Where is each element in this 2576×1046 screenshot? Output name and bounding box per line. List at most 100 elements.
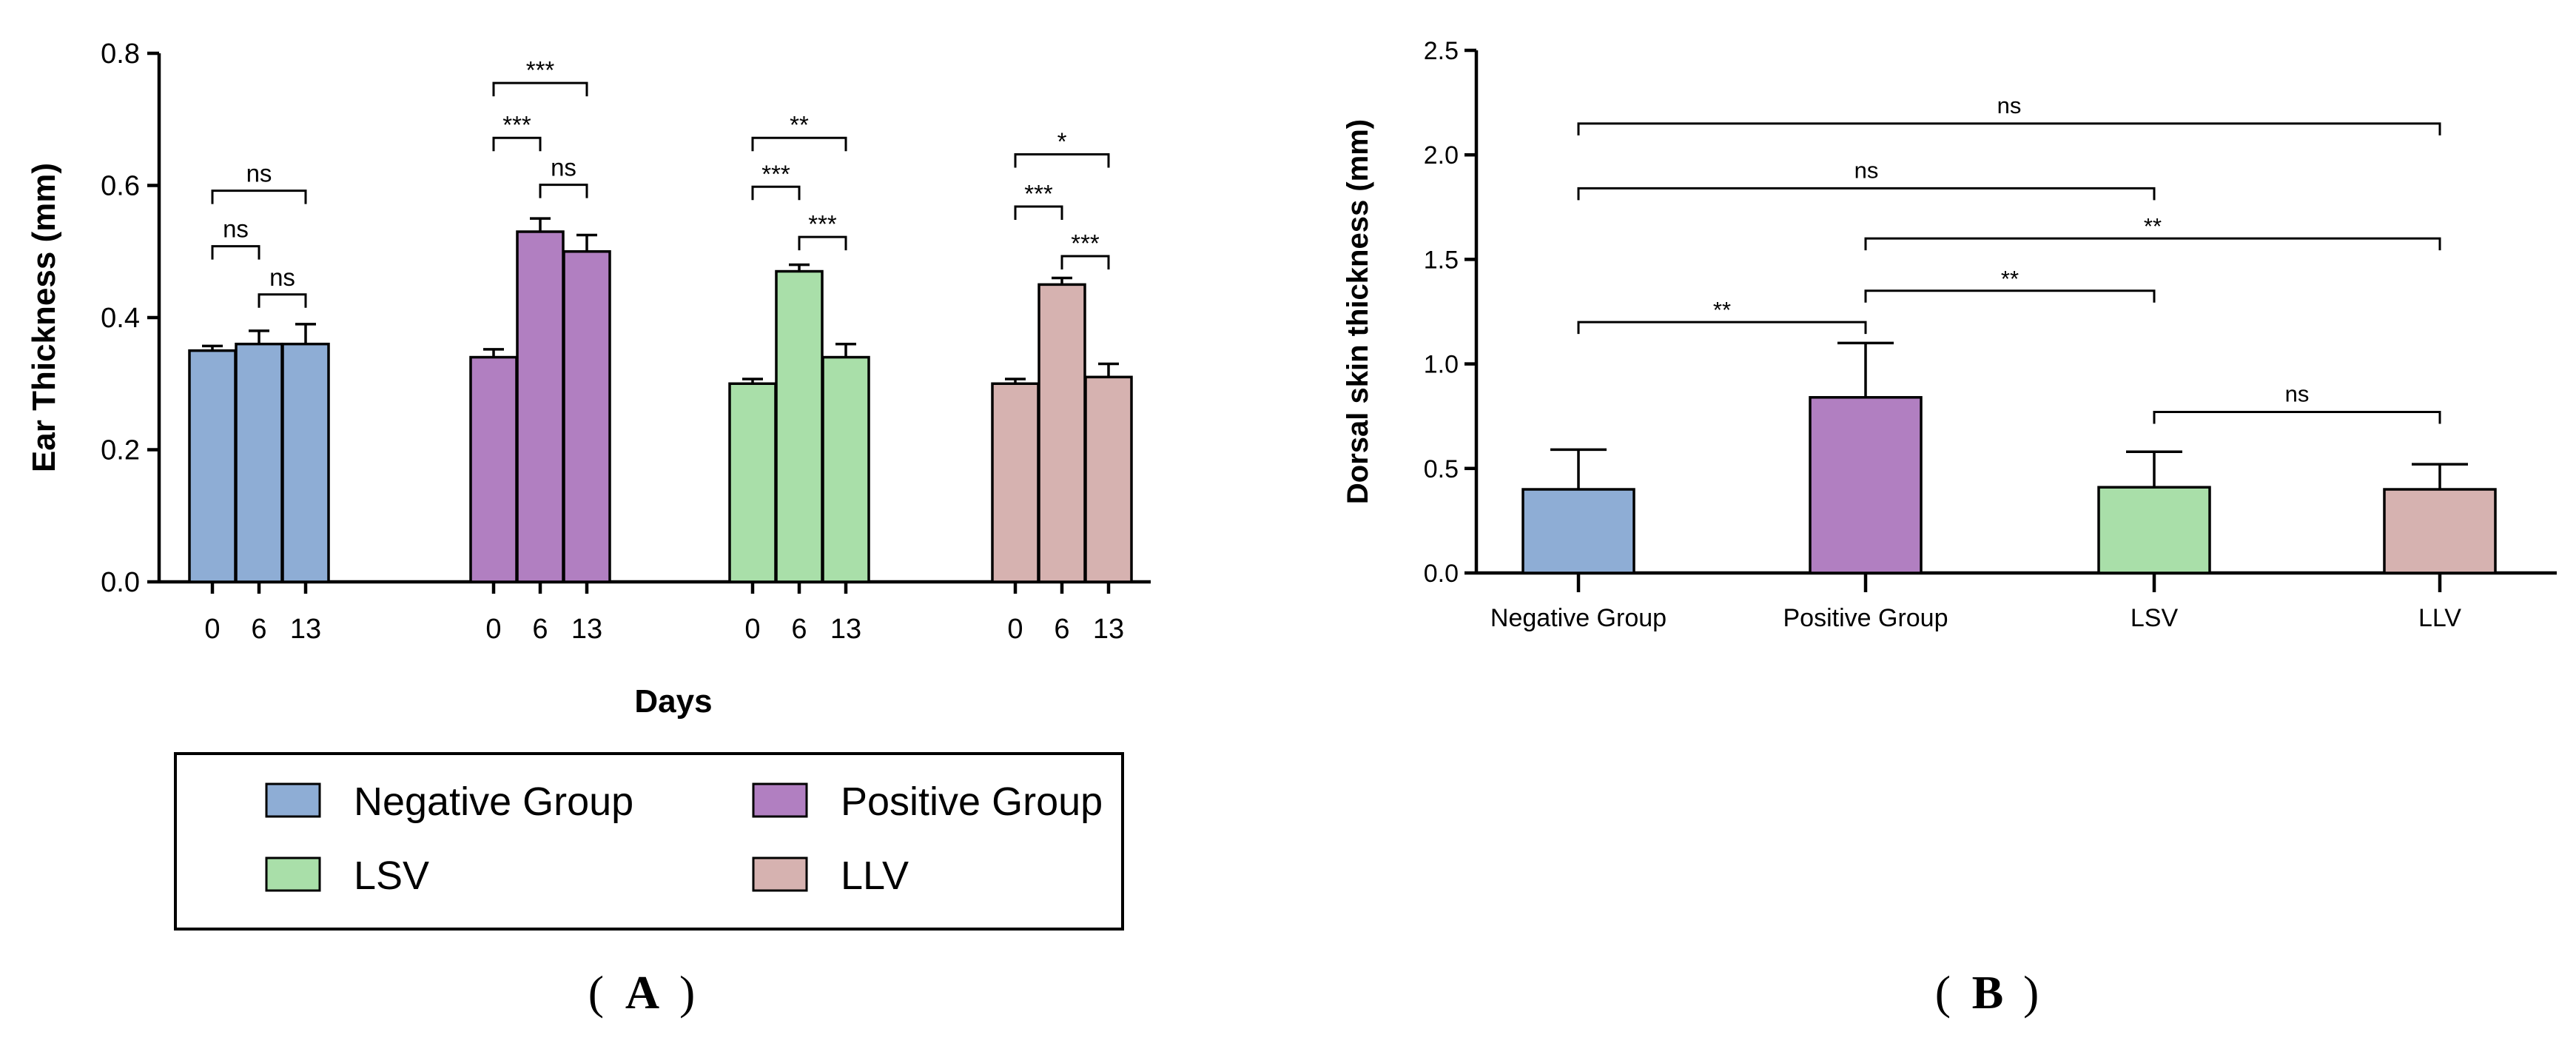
bar [775, 269, 824, 583]
x-tick-label: 13 [571, 614, 602, 645]
panel-label-a-close: ) [679, 966, 695, 1019]
significance-bracket [1577, 321, 1867, 335]
significance-bracket [1577, 122, 2441, 135]
x-tick-label: 0 [485, 614, 501, 645]
significance-bracket [1864, 237, 2441, 251]
x-tick-label: 0 [744, 614, 760, 645]
significance-label: ns [269, 264, 295, 291]
bar [1038, 283, 1086, 583]
significance-bracket [2153, 411, 2441, 424]
panel-label-b: ( B ) [1935, 966, 2039, 1019]
y-tick-label: 1.5 [1424, 246, 1459, 274]
panel-label-b-letter: B [1972, 966, 2004, 1019]
y-tick-label: 0.6 [101, 171, 140, 202]
series-group: 0 6 13 [728, 263, 870, 645]
y-tick-label: 0.4 [101, 303, 140, 334]
significance-label: *** [502, 111, 531, 138]
x-tick-label: 0 [204, 614, 220, 645]
legend-swatch [265, 856, 321, 892]
bar [516, 230, 565, 583]
x-tick-label: 6 [532, 614, 548, 645]
bar [469, 355, 518, 583]
panel-label-a-letter: A [625, 966, 659, 1019]
significance-bracket [751, 185, 801, 201]
series-group: 0 6 13 [469, 217, 611, 645]
legend-swatch [752, 856, 808, 892]
legend-swatch [752, 782, 808, 818]
x-tick-label: LLV [2418, 604, 2461, 632]
legend-label: Positive Group [841, 780, 1103, 824]
bar [728, 382, 777, 583]
significance-bracket [1577, 187, 2156, 201]
bar [235, 342, 283, 583]
significance-label: *** [761, 160, 790, 187]
significance-label: ** [2001, 266, 2019, 292]
legend-label: LLV [841, 854, 909, 898]
significance-bracket [492, 136, 542, 152]
bar [2097, 486, 2211, 574]
y-tick-label: 0.0 [101, 567, 140, 598]
significance-bracket [539, 184, 588, 198]
x-tick-label: 13 [1093, 614, 1124, 645]
panel-b-dorsal-skin-chart: 0.0 0.5 1.0 1.5 2.0 2.5 Dorsal skin thickness … [1342, 37, 2557, 632]
x-tick-label: LSV [2131, 604, 2179, 632]
significance-bracket [1014, 205, 1063, 221]
x-tick-label: 6 [1054, 614, 1069, 645]
y-tick-label: 2.0 [1424, 141, 1459, 170]
significance-label: *** [1071, 229, 1100, 257]
x-tick-label: 6 [251, 614, 266, 645]
legend: Negative Group Positive Group LSV LLV [174, 752, 1124, 931]
significance-label: ns [1854, 157, 1879, 183]
significance-label: ns [223, 215, 249, 243]
significance-label: ns [551, 154, 576, 181]
y-tick-label: 0.2 [101, 435, 140, 466]
bar [281, 342, 330, 583]
panel-label-b-close: ) [2023, 966, 2039, 1019]
bar [821, 355, 870, 583]
x-tick-label: 0 [1007, 614, 1023, 645]
significance-bracket [751, 136, 847, 152]
bar [1809, 396, 1923, 574]
significance-bracket [1864, 289, 2156, 303]
significance-label: *** [526, 56, 555, 84]
legend-swatch [265, 782, 321, 818]
significance-label: ** [1713, 297, 1731, 323]
y-tick-label: 0.5 [1424, 455, 1459, 483]
significance-label: ** [2144, 213, 2162, 239]
panel-label-b-open: ( [1935, 966, 1951, 1019]
legend-label: Negative Group [354, 780, 633, 824]
series-group: 0 6 13 [991, 276, 1133, 645]
significance-label: * [1057, 128, 1067, 155]
x-tick-label: 13 [830, 614, 861, 645]
x-tick-label: 13 [290, 614, 321, 645]
legend-label: LSV [354, 854, 429, 898]
significance-bracket [1060, 255, 1110, 269]
significance-bracket [211, 245, 260, 260]
significance-label: ** [790, 111, 809, 138]
legend-box [174, 752, 1124, 931]
significance-bracket [211, 190, 307, 204]
y-tick-label: 2.5 [1424, 37, 1459, 65]
panel-label-a: ( A ) [588, 966, 696, 1019]
y-axis-label: Dorsal skin thickness (mm) [1342, 119, 1374, 504]
y-tick-label: 1.0 [1424, 351, 1459, 379]
x-axis-label: Days [634, 683, 712, 720]
x-tick-label: Negative Group [1490, 604, 1667, 632]
y-tick-label: 0.0 [1424, 560, 1459, 588]
bar [1521, 488, 1635, 574]
series-group: 0 6 13 [188, 323, 330, 645]
x-tick-label: Positive Group [1783, 604, 1948, 632]
significance-bracket [492, 81, 588, 97]
bar [2383, 488, 2497, 574]
bar [991, 382, 1040, 583]
significance-label: ns [2285, 381, 2310, 407]
significance-label: *** [808, 210, 837, 238]
significance-bracket [1014, 153, 1110, 168]
significance-label: ns [246, 160, 272, 187]
significance-label: *** [1024, 180, 1053, 207]
y-axis-label: Ear Thickness (mm) [26, 163, 62, 472]
y-tick-label: 0.8 [101, 38, 140, 70]
significance-label: ns [1997, 93, 2022, 118]
